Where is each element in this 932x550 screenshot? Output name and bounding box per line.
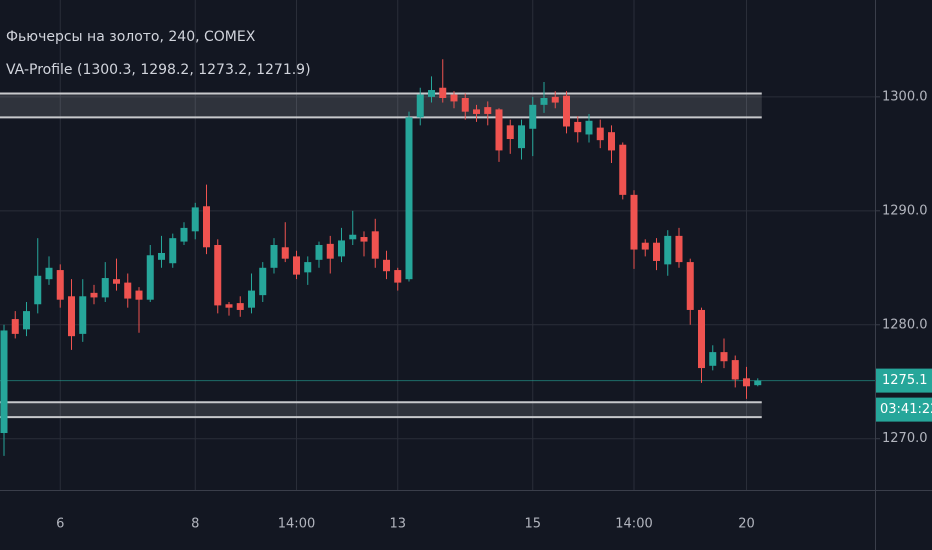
candle-body: [34, 275, 42, 305]
x-tick-label: 8: [191, 517, 199, 532]
candle-body: [315, 245, 323, 260]
candle-body: [596, 127, 604, 141]
candle-body: [529, 104, 537, 129]
candle-body: [90, 292, 98, 298]
x-tick-label: 14:00: [278, 517, 315, 532]
y-tick-label: 1300.0: [882, 89, 928, 104]
last-price-label: 1275.1: [882, 373, 928, 388]
va-band: [0, 93, 762, 118]
countdown-box: [876, 397, 932, 422]
candle-body: [326, 243, 334, 259]
candle-body: [709, 352, 717, 366]
candle-body: [371, 231, 379, 259]
candle-body: [731, 360, 739, 380]
candle-body: [259, 267, 267, 296]
candle-body: [191, 207, 199, 232]
x-tick-label: 20: [738, 517, 755, 532]
candle-body: [563, 95, 570, 127]
candle-body: [653, 242, 660, 261]
candle-body: [349, 234, 357, 240]
candle-body: [619, 144, 627, 195]
candle-body: [113, 279, 120, 284]
candle-body: [394, 270, 402, 283]
candle-body: [641, 242, 649, 250]
candle-body: [720, 352, 728, 362]
candle-body: [68, 296, 75, 337]
candle-body: [135, 290, 143, 300]
candle-body: [585, 120, 593, 135]
candle-body: [675, 235, 683, 263]
countdown-label: 03:41:22: [880, 402, 932, 417]
candle-body: [608, 132, 615, 151]
candle-body: [169, 238, 177, 264]
candle-body: [225, 304, 233, 308]
candle-body: [248, 290, 255, 308]
candle-body: [180, 227, 188, 242]
candle-body: [664, 235, 672, 265]
candle-body: [45, 267, 53, 280]
x-tick-label: 13: [389, 517, 406, 532]
candle-body: [360, 237, 368, 242]
candle-body: [338, 240, 345, 257]
candle-body: [56, 270, 64, 300]
candle-body: [214, 245, 222, 306]
candle-body: [428, 90, 435, 97]
candle-body: [495, 109, 503, 151]
last-price-box: [876, 368, 932, 393]
candle-body: [743, 378, 750, 387]
y-tick-label: 1290.0: [882, 203, 928, 218]
candle-body: [383, 259, 390, 272]
candle-body: [506, 125, 514, 140]
x-tick-label: 6: [56, 517, 64, 532]
x-tick-label: 15: [524, 517, 541, 532]
y-tick-label: 1270.0: [882, 431, 928, 446]
candle-body: [101, 278, 109, 298]
candle-body: [461, 98, 469, 112]
candle-body: [0, 330, 8, 434]
candle-body: [473, 109, 480, 114]
candle-body: [551, 96, 559, 103]
candle-body: [281, 247, 289, 259]
candle-body: [416, 94, 424, 118]
candle-body: [439, 87, 447, 98]
candle-body: [124, 282, 132, 299]
candle-body: [450, 94, 458, 102]
candle-body: [236, 303, 244, 310]
candle-body: [540, 98, 548, 105]
candle-body: [11, 319, 19, 334]
candle-body: [698, 309, 705, 369]
candle-body: [574, 121, 582, 133]
chart-title: Фьючерсы на золото, 240, COMEX: [6, 29, 256, 45]
plot: 1270.0 1280.0 1290.0 1300.0 6 8 14:00 13 15 14:00…: [0, 0, 928, 532]
indicator-label: VA-Profile (1300.3, 1298.2, 1273.2, 1271…: [6, 62, 311, 78]
x-tick-label: 14:00: [615, 517, 652, 532]
candle-body: [754, 380, 762, 386]
candle-body: [79, 296, 87, 334]
candle-body: [304, 262, 312, 273]
candle-body: [270, 245, 278, 268]
candle-body: [518, 125, 525, 149]
y-tick-label: 1280.0: [882, 317, 928, 332]
candle-body: [23, 311, 30, 330]
candle-body: [293, 256, 300, 275]
candle-body: [686, 262, 694, 310]
candle-body: [405, 117, 413, 280]
candle-body: [146, 255, 154, 300]
va-band: [0, 402, 762, 418]
candle-body: [630, 194, 638, 250]
candle-body: [484, 107, 492, 114]
candle-body: [203, 206, 210, 248]
candle-body: [158, 252, 165, 260]
